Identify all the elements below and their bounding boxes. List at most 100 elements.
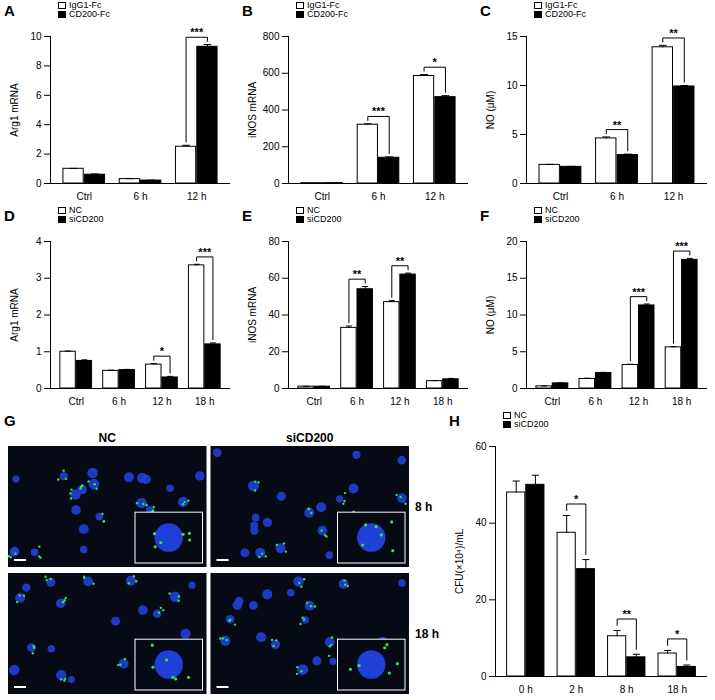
html-text:NC: NC [307, 205, 320, 215]
html-text:siCD200: siCD200 [69, 214, 104, 224]
svg-text:8: 8 [36, 60, 42, 71]
svg-text:iNOS mRNA: iNOS mRNA [247, 287, 258, 343]
svg-text:12 h: 12 h [425, 191, 444, 202]
html-text:IgG1-Fc: IgG1-Fc [307, 0, 340, 10]
html-text:G: G [4, 411, 16, 429]
html-text:A: A [4, 1, 15, 19]
html-text:IgG1-Fc: IgG1-Fc [545, 0, 578, 10]
svg-text:12 h: 12 h [152, 396, 171, 407]
svg-text:siCD200: siCD200 [286, 431, 334, 445]
svg-text:Ctrl: Ctrl [76, 191, 92, 202]
svg-text:5: 5 [512, 346, 518, 357]
svg-text:***: *** [372, 105, 386, 117]
svg-text:CFU(×10⁴)/mL: CFU(×10⁴)/mL [454, 528, 465, 594]
svg-text:60: 60 [268, 272, 280, 283]
svg-text:400: 400 [263, 104, 280, 115]
html-text:CD200-Fc: CD200-Fc [69, 9, 110, 19]
svg-text:**: ** [353, 268, 362, 280]
svg-text:***: *** [190, 26, 204, 38]
svg-text:*: * [433, 56, 438, 68]
svg-text:12 h: 12 h [629, 396, 648, 407]
svg-text:0 h: 0 h [519, 684, 533, 695]
svg-text:6 h: 6 h [372, 191, 386, 202]
svg-text:6 h: 6 h [134, 191, 148, 202]
svg-text:0: 0 [36, 178, 42, 189]
svg-text:20: 20 [475, 594, 487, 605]
svg-text:2: 2 [36, 148, 42, 159]
svg-text:Ctrl: Ctrl [545, 396, 561, 407]
svg-text:0: 0 [274, 178, 280, 189]
svg-text:10: 10 [506, 80, 518, 91]
svg-text:8 h: 8 h [415, 500, 432, 514]
svg-text:**: ** [669, 27, 678, 39]
svg-text:10: 10 [30, 31, 42, 42]
svg-text:2 h: 2 h [569, 684, 583, 695]
svg-text:*: * [675, 628, 680, 640]
svg-text:12 h: 12 h [390, 396, 409, 407]
svg-text:600: 600 [263, 67, 280, 78]
svg-text:***: *** [198, 246, 212, 258]
svg-text:Arg1 mRNA: Arg1 mRNA [9, 83, 20, 137]
html-text:B: B [242, 1, 253, 19]
svg-text:12 h: 12 h [664, 191, 683, 202]
svg-text:6: 6 [36, 90, 42, 101]
svg-text:6 h: 6 h [610, 191, 624, 202]
svg-text:0: 0 [274, 383, 280, 394]
svg-text:20: 20 [268, 346, 280, 357]
svg-text:NO (μM): NO (μM) [485, 296, 496, 335]
svg-text:0: 0 [481, 671, 487, 682]
html-text:NC: NC [69, 205, 82, 215]
svg-text:*: * [574, 493, 579, 505]
svg-text:200: 200 [263, 141, 280, 152]
svg-text:40: 40 [475, 517, 487, 528]
svg-text:15: 15 [506, 272, 518, 283]
svg-text:18 h: 18 h [667, 684, 686, 695]
html-text:IgG1-Fc: IgG1-Fc [69, 0, 102, 10]
svg-text:0: 0 [36, 383, 42, 394]
svg-text:12 h: 12 h [187, 191, 206, 202]
svg-text:60: 60 [475, 441, 487, 452]
svg-text:4: 4 [36, 236, 42, 247]
html-text:D: D [4, 206, 15, 224]
svg-text:Ctrl: Ctrl [306, 396, 322, 407]
html-text:CD200-Fc: CD200-Fc [307, 9, 348, 19]
svg-text:**: ** [396, 255, 405, 267]
svg-text:Arg1 mRNA: Arg1 mRNA [9, 288, 20, 342]
svg-text:0: 0 [512, 178, 518, 189]
svg-text:iNOS mRNA: iNOS mRNA [247, 82, 258, 138]
svg-text:NC: NC [99, 431, 117, 445]
svg-text:0: 0 [512, 383, 518, 394]
svg-text:***: *** [632, 286, 646, 298]
svg-text:18 h: 18 h [415, 627, 439, 641]
svg-text:***: *** [675, 240, 689, 252]
svg-text:*: * [160, 345, 165, 357]
svg-text:6 h: 6 h [112, 396, 126, 407]
svg-text:NO (μM): NO (μM) [485, 91, 496, 130]
svg-text:18 h: 18 h [195, 396, 214, 407]
svg-text:3: 3 [36, 272, 42, 283]
svg-text:6 h: 6 h [350, 396, 364, 407]
svg-text:2: 2 [36, 309, 42, 320]
svg-text:6 h: 6 h [588, 396, 602, 407]
svg-text:40: 40 [268, 309, 280, 320]
svg-text:18 h: 18 h [672, 396, 691, 407]
svg-text:**: ** [622, 608, 631, 620]
svg-text:80: 80 [268, 236, 280, 247]
svg-text:Ctrl: Ctrl [68, 396, 84, 407]
svg-text:**: ** [613, 119, 622, 131]
svg-text:5: 5 [512, 129, 518, 140]
svg-text:18 h: 18 h [433, 396, 452, 407]
html-text:CD200-Fc: CD200-Fc [545, 9, 586, 19]
svg-text:800: 800 [263, 31, 280, 42]
html-text:C: C [480, 1, 491, 19]
svg-text:4: 4 [36, 119, 42, 130]
svg-text:Ctrl: Ctrl [553, 191, 569, 202]
svg-text:15: 15 [506, 31, 518, 42]
svg-text:1: 1 [36, 346, 42, 357]
svg-text:20: 20 [506, 236, 518, 247]
html-text:H: H [449, 411, 460, 429]
svg-text:8 h: 8 h [620, 684, 634, 695]
html-text:E: E [242, 206, 252, 224]
svg-text:Ctrl: Ctrl [314, 191, 330, 202]
svg-text:10: 10 [506, 309, 518, 320]
